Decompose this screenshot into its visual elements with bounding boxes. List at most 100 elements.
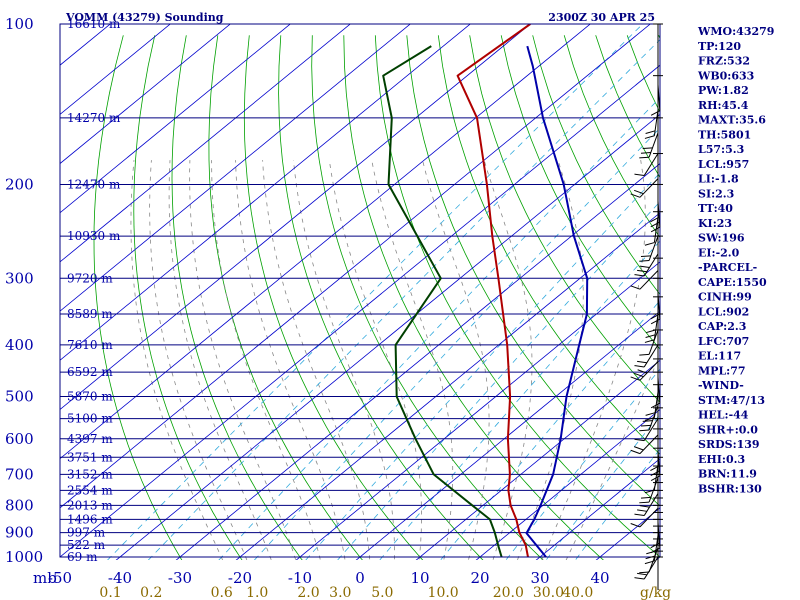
index-item: -WIND- (698, 379, 744, 392)
wind-barb-flag (650, 542, 660, 549)
temperature-tick-label: -30 (168, 569, 192, 587)
wind-barb-flag (634, 577, 645, 580)
pressure-tick-label: 500 (5, 388, 34, 406)
wind-barb-staff (643, 344, 659, 368)
dry-adiabat-line (133, 35, 243, 560)
wind-barb-staff (648, 235, 659, 261)
height-label: 6592 m (67, 365, 113, 379)
wind-barb-flag (639, 265, 650, 268)
wind-barb (630, 270, 659, 290)
wind-barb-flag (630, 193, 641, 198)
moist-adiabat-line (211, 160, 321, 560)
index-item: KI:23 (698, 217, 732, 230)
dry-adiabat-line (406, 35, 660, 507)
wind-barb (650, 449, 661, 481)
pressure-tick-label: 100 (5, 15, 34, 33)
parcel-profile-line (525, 45, 589, 558)
isotherm-line (175, 163, 660, 560)
mixing-ratio-tick-label: 3.0 (329, 585, 351, 600)
wind-barb-flag (637, 572, 647, 576)
wind-barb-flag (650, 318, 661, 325)
wind-barb-flag (645, 412, 656, 416)
index-item: EI:-2.0 (698, 246, 740, 259)
pressure-tick-label: 300 (5, 269, 34, 287)
height-label: 3751 m (67, 450, 113, 464)
mixing-ratio-tick-label: 1.0 (246, 585, 268, 600)
wind-barb-flag (630, 449, 641, 455)
index-item: MPL:77 (698, 364, 746, 377)
wind-barb-flag (640, 496, 651, 499)
wind-barb (634, 153, 659, 177)
wind-barb-flag (646, 550, 656, 555)
index-item: SW:196 (698, 232, 745, 245)
station-title: VOMM (43279) Sounding (65, 11, 224, 24)
wind-barb (639, 477, 659, 504)
height-label: 9720 m (67, 271, 113, 285)
wind-barb-staff (657, 449, 661, 476)
wind-barb-flag (642, 420, 653, 422)
wind-barb-flag (650, 226, 661, 233)
mixing-ratio-line (545, 413, 660, 560)
wind-barb-flag (640, 152, 651, 154)
pressure-tick-label: 700 (5, 465, 34, 483)
wind-barb-flag (640, 255, 651, 258)
isotherm-line (295, 261, 660, 560)
wind-barbs (630, 84, 661, 580)
wind-barb (639, 235, 659, 262)
index-item: LFC:707 (698, 335, 749, 348)
wind-barb-flag (639, 260, 650, 262)
wind-barb-flag (639, 156, 650, 159)
index-item: WMO:43279 (697, 25, 774, 38)
wind-barb-staff (643, 493, 659, 516)
index-item: TP:120 (698, 40, 741, 53)
wind-barb-flag (642, 147, 653, 150)
index-item: LCL:902 (698, 305, 749, 318)
pressure-tick-label: 1000 (5, 548, 43, 566)
height-label: 997 m (67, 526, 106, 540)
mixing-ratio-tick-label: 40.0 (562, 585, 593, 600)
moist-adiabat-line (130, 160, 224, 560)
wind-barb-staff (643, 556, 659, 580)
mixing-ratio-tick-label: 20.0 (493, 585, 524, 600)
index-item: CINH:99 (698, 291, 752, 304)
wind-barb-flag (645, 130, 656, 134)
wind-barb-flag (630, 376, 641, 381)
height-label: 14270 m (67, 111, 121, 125)
index-item: L57:5.3 (698, 143, 744, 156)
wind-barb (639, 405, 659, 432)
mixing-ratio-line (218, 97, 660, 560)
mixing-ratio-line (253, 127, 660, 560)
moist-adiabat-line (149, 160, 248, 560)
mixing-ratio-tick-label: 0.1 (99, 585, 121, 600)
isotherm-line (60, 24, 291, 214)
index-item: TT:40 (698, 202, 733, 215)
wind-barb-staff (648, 329, 659, 355)
wind-barb-flag (644, 339, 655, 343)
index-item: MAXT:35.6 (698, 114, 766, 127)
mixing-ratio-tick-label: 30.0 (533, 585, 564, 600)
wind-barb (644, 313, 659, 343)
wind-barb-flag (644, 489, 655, 494)
index-item: PW:1.82 (698, 84, 749, 97)
wind-barb-flag (646, 329, 656, 334)
moist-adiabat-line (328, 160, 422, 560)
moist-adiabat-line (262, 160, 371, 560)
moist-adiabat-line (541, 160, 646, 560)
wind-barb-flag (639, 429, 650, 432)
wind-barb-staff (657, 522, 661, 549)
dry-adiabat-line (374, 35, 660, 558)
wind-barb-flag (639, 501, 650, 504)
wind-barb-flag (644, 417, 655, 421)
wind-barb-flag (634, 438, 645, 442)
height-label: 1496 m (67, 512, 113, 526)
wind-barb-flag (637, 369, 648, 374)
wind-barb (644, 109, 659, 139)
temperature-tick-label: 40 (590, 569, 609, 587)
wind-barb-flag (634, 274, 645, 277)
mixing-ratio-line (505, 368, 660, 560)
wind-barb-flag (633, 372, 644, 378)
dry-adiabat-line (532, 35, 660, 296)
wind-barb-flag (650, 470, 660, 477)
